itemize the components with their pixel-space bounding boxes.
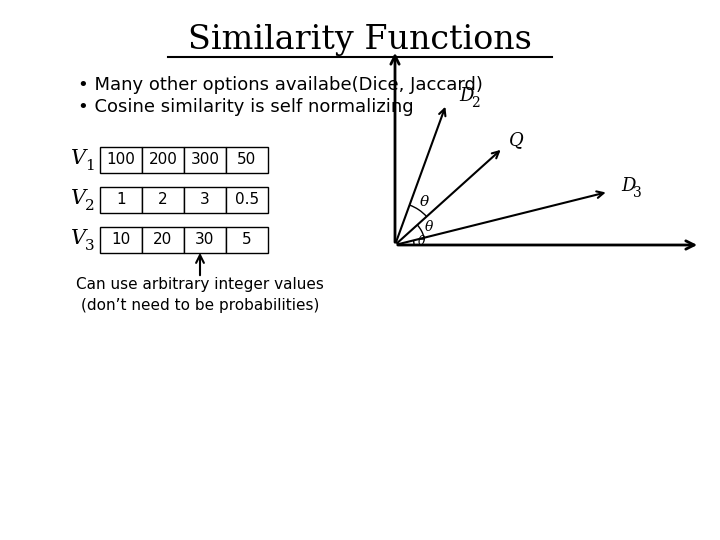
Text: 2: 2 xyxy=(85,199,95,213)
Text: 100: 100 xyxy=(107,152,135,167)
Text: θ: θ xyxy=(424,220,433,234)
Text: θ: θ xyxy=(418,235,426,248)
Bar xyxy=(226,187,268,213)
Text: Similarity Functions: Similarity Functions xyxy=(188,24,532,56)
Text: V: V xyxy=(71,148,86,167)
Bar xyxy=(142,147,184,173)
Text: V: V xyxy=(71,228,86,247)
Text: 10: 10 xyxy=(112,233,130,247)
Bar xyxy=(226,227,268,253)
Text: 3: 3 xyxy=(85,239,95,253)
Text: 50: 50 xyxy=(238,152,256,167)
Text: 0.5: 0.5 xyxy=(235,192,259,207)
Text: 1: 1 xyxy=(116,192,126,207)
Text: 5: 5 xyxy=(242,233,252,247)
Bar xyxy=(184,187,226,213)
Text: θ: θ xyxy=(420,195,428,209)
Text: 3: 3 xyxy=(633,186,642,200)
Text: 20: 20 xyxy=(153,233,173,247)
Bar xyxy=(226,147,268,173)
Text: Can use arbitrary integer values
(don’t need to be probabilities): Can use arbitrary integer values (don’t … xyxy=(76,277,324,313)
Bar xyxy=(100,147,142,173)
Bar xyxy=(100,227,142,253)
Text: • Cosine similarity is self normalizing: • Cosine similarity is self normalizing xyxy=(78,98,413,116)
Text: 3: 3 xyxy=(200,192,210,207)
Bar xyxy=(142,187,184,213)
Text: V: V xyxy=(71,188,86,207)
Text: 2: 2 xyxy=(471,96,480,110)
Text: 30: 30 xyxy=(195,233,215,247)
Bar xyxy=(184,147,226,173)
Bar xyxy=(142,227,184,253)
Text: D: D xyxy=(459,87,474,105)
Text: • Many other options availabe(Dice, Jaccard): • Many other options availabe(Dice, Jacc… xyxy=(78,76,483,94)
Text: D: D xyxy=(621,177,636,195)
Text: 2: 2 xyxy=(158,192,168,207)
Bar xyxy=(100,187,142,213)
Text: 300: 300 xyxy=(191,152,220,167)
Text: 1: 1 xyxy=(85,159,95,173)
Text: 200: 200 xyxy=(148,152,177,167)
Text: Q: Q xyxy=(509,131,524,149)
Bar xyxy=(184,227,226,253)
